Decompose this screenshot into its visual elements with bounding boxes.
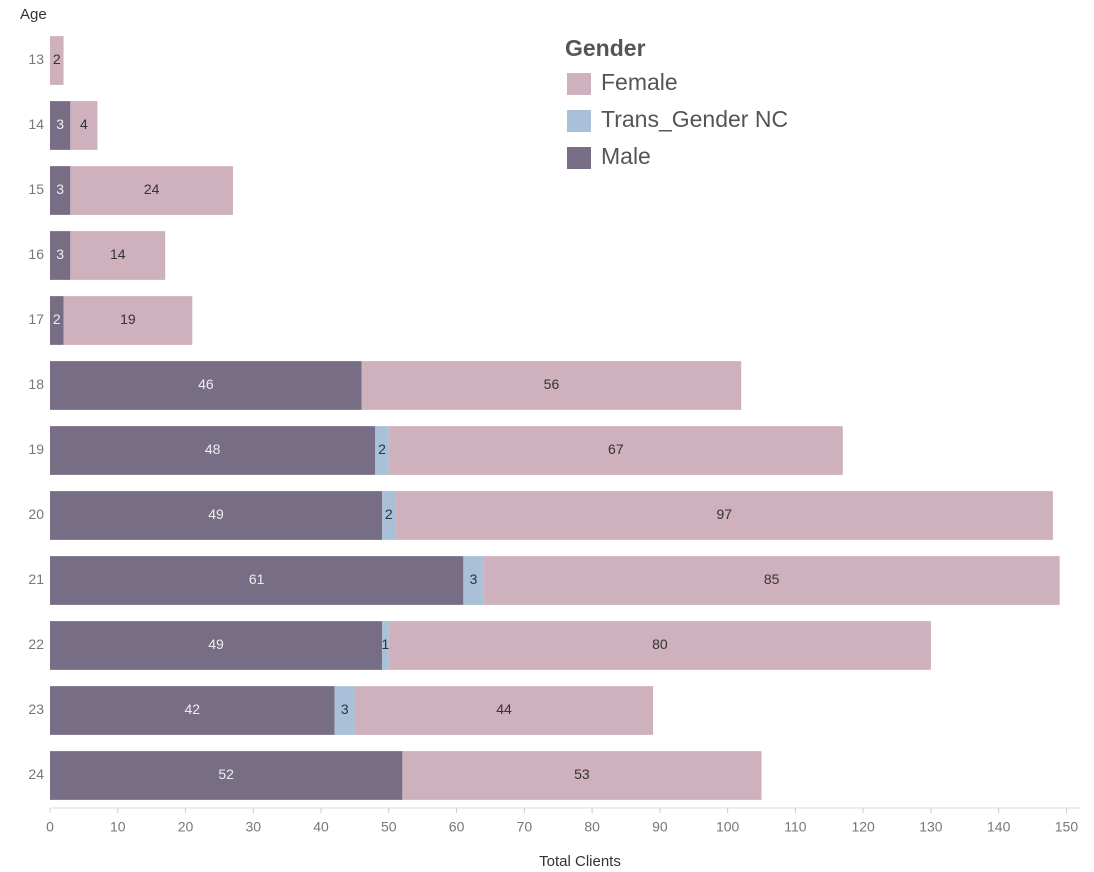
x-tick-label: 60 bbox=[449, 819, 465, 835]
y-tick-label: 22 bbox=[28, 636, 44, 652]
bar-segment bbox=[50, 426, 376, 475]
data-label: 2 bbox=[53, 311, 61, 327]
legend-label: Trans_Gender NC bbox=[601, 106, 788, 132]
y-tick-label: 18 bbox=[28, 376, 44, 392]
y-tick-label: 19 bbox=[28, 441, 44, 457]
data-label: 49 bbox=[208, 506, 224, 522]
data-label: 61 bbox=[249, 571, 265, 587]
bar-segment bbox=[50, 556, 464, 605]
data-label: 3 bbox=[56, 246, 64, 262]
bar-segment bbox=[70, 231, 166, 280]
x-tick-label: 120 bbox=[851, 819, 875, 835]
y-tick-label: 23 bbox=[28, 701, 44, 717]
data-label: 19 bbox=[120, 311, 136, 327]
data-label: 53 bbox=[574, 766, 590, 782]
bar-segment bbox=[50, 231, 71, 280]
data-label: 3 bbox=[470, 571, 478, 587]
legend-title: Gender bbox=[565, 35, 646, 61]
legend-swatch bbox=[567, 110, 591, 132]
bar-segment bbox=[50, 686, 335, 735]
data-label: 1 bbox=[382, 636, 390, 652]
data-label: 46 bbox=[198, 376, 214, 392]
bar-segment bbox=[50, 491, 383, 540]
legend-swatch bbox=[567, 147, 591, 169]
data-label: 49 bbox=[208, 636, 224, 652]
bar-segment bbox=[70, 101, 98, 150]
data-label: 97 bbox=[716, 506, 732, 522]
x-tick-label: 140 bbox=[987, 819, 1011, 835]
data-label: 42 bbox=[185, 701, 201, 717]
bar-segment bbox=[402, 751, 762, 800]
x-tick-label: 100 bbox=[716, 819, 740, 835]
y-tick-label: 24 bbox=[28, 766, 44, 782]
bar-segment bbox=[388, 426, 843, 475]
bar-segment bbox=[395, 491, 1053, 540]
x-tick-label: 70 bbox=[517, 819, 533, 835]
y-axis-title: Age bbox=[20, 6, 47, 23]
x-tick-label: 150 bbox=[1055, 819, 1079, 835]
data-label: 2 bbox=[53, 51, 61, 67]
legend-label: Female bbox=[601, 69, 678, 95]
legend-swatch bbox=[567, 73, 591, 95]
bar-segment bbox=[50, 166, 71, 215]
x-tick-label: 50 bbox=[381, 819, 397, 835]
bar-segment bbox=[63, 296, 193, 345]
x-tick-label: 110 bbox=[784, 819, 807, 835]
x-tick-label: 20 bbox=[178, 819, 194, 835]
bar-segment bbox=[50, 751, 403, 800]
bar-segment bbox=[463, 556, 484, 605]
data-label: 2 bbox=[378, 441, 386, 457]
x-tick-label: 130 bbox=[919, 819, 943, 835]
bar-segment bbox=[361, 361, 742, 410]
x-tick-label: 90 bbox=[652, 819, 668, 835]
bar-segment bbox=[388, 621, 931, 670]
x-tick-label: 80 bbox=[584, 819, 600, 835]
x-tick-label: 40 bbox=[313, 819, 329, 835]
data-label: 67 bbox=[608, 441, 624, 457]
data-label: 3 bbox=[341, 701, 349, 717]
y-tick-label: 16 bbox=[28, 246, 44, 262]
data-label: 56 bbox=[544, 376, 560, 392]
bar-segment bbox=[382, 621, 389, 670]
x-tick-label: 30 bbox=[246, 819, 262, 835]
y-tick-label: 20 bbox=[28, 506, 44, 522]
bar-segment bbox=[50, 296, 64, 345]
y-tick-label: 14 bbox=[28, 116, 44, 132]
bar-segment bbox=[50, 621, 383, 670]
data-label: 14 bbox=[110, 246, 126, 262]
bar-segment bbox=[483, 556, 1060, 605]
bar-segment bbox=[50, 361, 362, 410]
data-label: 85 bbox=[764, 571, 780, 587]
data-label: 4 bbox=[80, 116, 88, 132]
y-tick-label: 21 bbox=[28, 571, 44, 587]
data-label: 48 bbox=[205, 441, 221, 457]
data-label: 3 bbox=[56, 181, 64, 197]
x-tick-label: 10 bbox=[110, 819, 126, 835]
y-tick-label: 17 bbox=[28, 311, 44, 327]
bar-segment bbox=[50, 101, 71, 150]
bar-segment bbox=[354, 686, 654, 735]
data-label: 24 bbox=[144, 181, 160, 197]
bar-segment bbox=[70, 166, 233, 215]
legend-label: Male bbox=[601, 143, 651, 169]
data-label: 2 bbox=[385, 506, 393, 522]
bar-segment bbox=[382, 491, 396, 540]
x-tick-label: 0 bbox=[46, 819, 54, 835]
bar-segment bbox=[334, 686, 355, 735]
y-tick-label: 13 bbox=[28, 51, 44, 67]
data-label: 3 bbox=[56, 116, 64, 132]
x-axis-title: Total Clients bbox=[539, 853, 621, 870]
bar-segment bbox=[50, 36, 64, 85]
data-label: 80 bbox=[652, 636, 668, 652]
bar-segment bbox=[375, 426, 389, 475]
data-label: 44 bbox=[496, 701, 512, 717]
y-tick-label: 15 bbox=[28, 181, 44, 197]
data-label: 52 bbox=[218, 766, 234, 782]
